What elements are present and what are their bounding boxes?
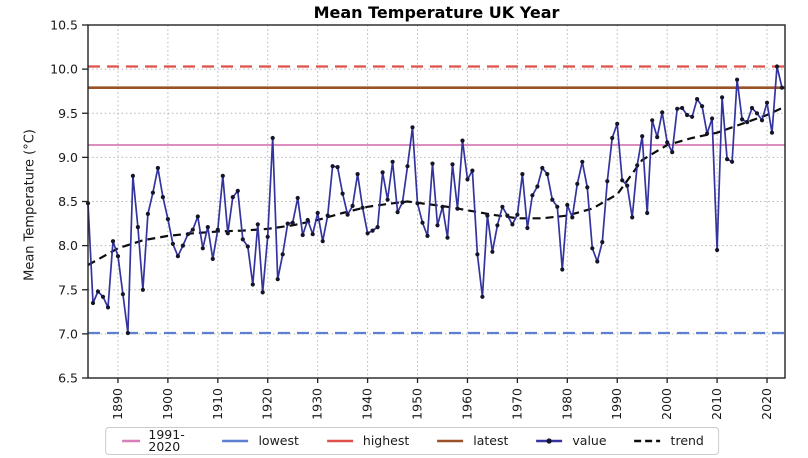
trend-line	[87, 107, 783, 266]
x-tick-label: 2010	[709, 388, 724, 420]
legend-label: value	[572, 432, 607, 448]
y-tick-label: 7.5	[58, 282, 78, 297]
x-tick-label: 1890	[110, 388, 125, 420]
value-markers	[85, 64, 785, 336]
x-tick-label: 2020	[759, 388, 774, 420]
x-tick-label: 1960	[459, 388, 474, 420]
x-tick-label: 1930	[310, 388, 325, 420]
legend-label: highest	[362, 432, 410, 448]
x-tick-label: 1900	[160, 388, 175, 420]
x-tick-label: 2000	[659, 388, 674, 420]
x-tick-label: 1970	[509, 388, 524, 420]
x-tick-label: 1920	[260, 388, 275, 420]
plot-area: 6.5 7.0 7.5 8.0 8.5 9.0 9.5 10.0 10.5 1890 1900 191…	[50, 18, 786, 420]
legend-item-1991-2020: 1991-2020	[120, 426, 194, 454]
x-tick-label: 1990	[609, 388, 624, 420]
y-tick-label: 10.0	[50, 62, 78, 77]
legend-label: latest	[473, 432, 509, 448]
y-tick-label: 10.5	[50, 18, 78, 33]
legend-label: 1991-2020	[148, 426, 185, 454]
x-tick-label: 1950	[410, 388, 425, 420]
legend-item-latest: latest	[435, 432, 509, 448]
y-tick-label: 6.5	[58, 371, 78, 386]
legend-item-trend: trend	[633, 432, 704, 448]
legend-item-value: value	[534, 432, 607, 448]
axis-ticks	[82, 24, 768, 383]
y-tick-label: 8.0	[58, 238, 78, 253]
legend-item-lowest: lowest	[220, 432, 299, 448]
legend-label: trend	[670, 432, 704, 448]
y-tick-label: 9.5	[58, 106, 78, 121]
legend-item-highest: highest	[325, 432, 410, 448]
legend: 1991-2020 lowest highest latest value trend	[105, 427, 719, 455]
legend-swatch	[536, 438, 563, 444]
x-tick-label: 1980	[559, 388, 574, 420]
x-tick-label: 1910	[210, 388, 225, 420]
value-line	[87, 65, 783, 334]
legend-swatch	[437, 439, 464, 443]
y-tick-label: 9.0	[58, 150, 78, 165]
legend-swatch	[122, 439, 141, 443]
legend-swatch	[222, 439, 249, 443]
x-tick-label: 1940	[360, 388, 375, 420]
legend-label: lowest	[258, 432, 299, 448]
y-tick-label: 7.0	[58, 326, 78, 341]
gridlines	[88, 24, 785, 379]
y-tick-label: 8.5	[58, 194, 78, 209]
chart-title: Mean Temperature UK Year	[313, 3, 560, 22]
legend-swatch	[634, 439, 661, 443]
legend-swatch	[326, 439, 353, 443]
